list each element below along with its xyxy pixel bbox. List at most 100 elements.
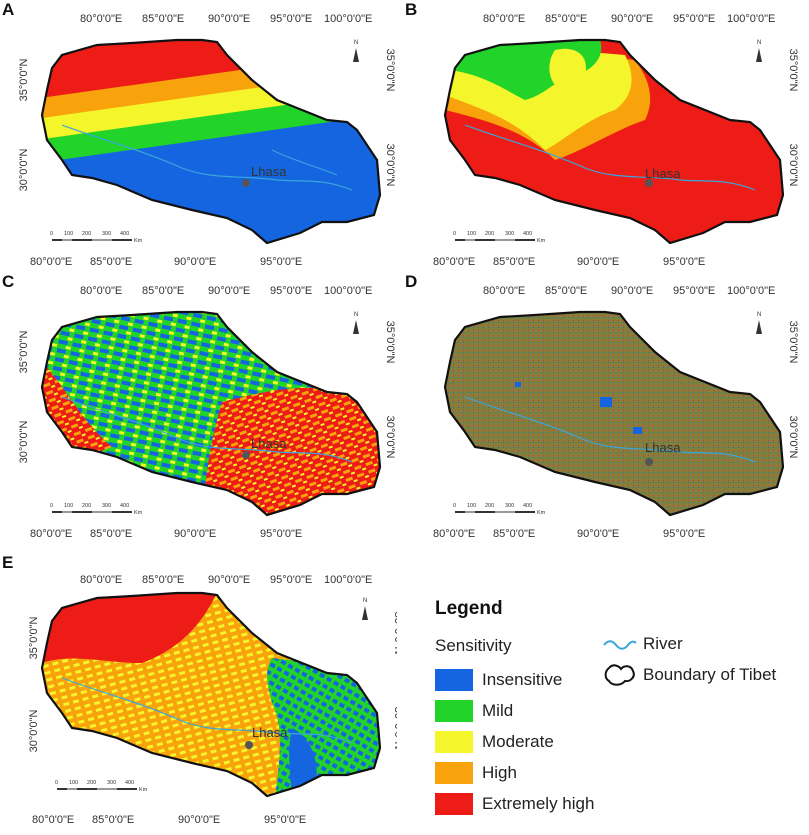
scale-label: 400 xyxy=(120,503,129,509)
legend: Legend Sensitivity Insensitive Mild Mode… xyxy=(435,598,805,823)
legend-item-insensitive: Insensitive xyxy=(435,668,562,692)
lat-label: 30°0'0"N xyxy=(28,710,40,753)
map-panel-e: Lhasa 0 100 200 300 400 Km N 80°0'0"E 85… xyxy=(2,553,397,825)
lon-label: 85°0'0"E xyxy=(92,814,134,825)
scale-unit: Km xyxy=(134,510,143,516)
north-label: N xyxy=(757,312,761,318)
scale-label: 200 xyxy=(87,780,96,786)
tibet-boundary xyxy=(443,310,785,517)
north-label: N xyxy=(757,40,761,46)
lon-label: 95°0'0"E xyxy=(673,285,715,297)
map-canvas-c: Lhasa 0 100 200 300 400 Km N 80°0'0"E 85… xyxy=(18,285,396,540)
legend-label: Mild xyxy=(482,701,514,720)
river xyxy=(271,149,338,176)
river xyxy=(464,124,756,191)
lon-label: 85°0'0"E xyxy=(142,574,184,586)
panel-letter: D xyxy=(405,272,418,291)
scale-unit: Km xyxy=(537,510,546,516)
lat-label: 35°0'0"N xyxy=(787,49,799,92)
city-label: Lhasa xyxy=(645,440,681,455)
lat-label: 35°0'0"N xyxy=(384,49,396,92)
scale-label: 100 xyxy=(467,231,476,237)
lat-label: 35°0'0"N xyxy=(18,331,30,374)
lhasa-marker xyxy=(645,179,653,187)
panel-letter: B xyxy=(405,0,418,19)
lat-label: 35°0'0"N xyxy=(787,321,799,364)
scale-label: 400 xyxy=(523,503,532,509)
scale-label: 0 xyxy=(453,231,456,237)
lon-label: 80°0'0"E xyxy=(32,814,74,825)
lon-label: 90°0'0"E xyxy=(577,256,619,268)
scale-label: 0 xyxy=(50,503,53,509)
lat-label: 30°0'0"N xyxy=(392,707,397,750)
river xyxy=(61,124,353,191)
lon-label: 95°0'0"E xyxy=(270,285,312,297)
lhasa-marker xyxy=(242,451,250,459)
lon-label: 85°0'0"E xyxy=(493,528,535,540)
lon-label: 85°0'0"E xyxy=(142,13,184,25)
lon-label: 85°0'0"E xyxy=(90,528,132,540)
lat-label: 30°0'0"N xyxy=(787,416,799,459)
city-label: Lhasa xyxy=(251,164,287,179)
lon-label: 95°0'0"E xyxy=(264,814,306,825)
north-arrow-icon xyxy=(353,48,359,62)
north-arrow-icon xyxy=(756,48,762,62)
class-region-mixed-high xyxy=(202,387,380,515)
legend-item-river: River xyxy=(603,634,683,654)
lon-label: 80°0'0"E xyxy=(80,574,122,586)
lon-label: 100°0'0"E xyxy=(324,13,372,25)
scale-label: 100 xyxy=(64,503,73,509)
lhasa-marker xyxy=(245,741,253,749)
scale-label: 200 xyxy=(485,503,494,509)
lon-label: 80°0'0"E xyxy=(433,528,475,540)
map-panel-d: Lhasa 0 100 200 300 400 Km N 80°0'0"E 85… xyxy=(405,272,800,544)
legend-label: Extremely high xyxy=(482,794,595,813)
panel-letter: E xyxy=(2,553,14,572)
legend-label: Moderate xyxy=(482,732,554,751)
lon-label: 80°0'0"E xyxy=(483,285,525,297)
lon-label: 95°0'0"E xyxy=(260,528,302,540)
lhasa-marker xyxy=(242,179,250,187)
class-region-insensitive xyxy=(600,397,612,407)
class-region-insensitive xyxy=(633,427,642,434)
city-label: Lhasa xyxy=(645,166,681,181)
tibet-boundary xyxy=(40,38,382,245)
legend-label: Insensitive xyxy=(482,670,563,689)
scale-label: 0 xyxy=(50,231,53,237)
lon-label: 95°0'0"E xyxy=(663,528,705,540)
scale-label: 300 xyxy=(505,503,514,509)
lon-label: 80°0'0"E xyxy=(30,528,72,540)
scale-label: 100 xyxy=(467,503,476,509)
swatch-high xyxy=(435,762,473,784)
tibet-boundary xyxy=(40,591,382,798)
lon-label: 85°0'0"E xyxy=(90,256,132,268)
lon-label: 85°0'0"E xyxy=(545,285,587,297)
lon-label: 85°0'0"E xyxy=(545,13,587,25)
legend-label: High xyxy=(482,763,517,782)
lon-label: 90°0'0"E xyxy=(208,285,250,297)
map-panel-a: Lhasa 0 100 200 300 400 Km N 80°0'0"E 85… xyxy=(2,0,397,272)
scale-label: 300 xyxy=(102,231,111,237)
scale-label: 300 xyxy=(107,780,116,786)
lat-label: 35°0'0"N xyxy=(384,321,396,364)
legend-label: River xyxy=(643,634,683,653)
class-region-extremely-high xyxy=(42,40,380,105)
scale-label: 300 xyxy=(102,503,111,509)
city-label: Lhasa xyxy=(252,725,288,740)
lon-label: 90°0'0"E xyxy=(577,528,619,540)
lat-label: 35°0'0"N xyxy=(392,612,397,655)
river xyxy=(464,396,756,463)
lon-label: 95°0'0"E xyxy=(663,256,705,268)
class-region-mild xyxy=(267,658,380,796)
boundary-outline-icon xyxy=(604,664,635,686)
scale-label: 200 xyxy=(82,231,91,237)
scale-unit: Km xyxy=(537,238,546,244)
lon-label: 100°0'0"E xyxy=(727,13,775,25)
scale-unit: Km xyxy=(134,238,143,244)
map-panel-b: Lhasa 0 100 200 300 400 Km N 80°0'0"E 85… xyxy=(405,0,800,272)
panel-letter: A xyxy=(2,0,15,19)
panel-letter: C xyxy=(2,272,15,291)
lat-label: 30°0'0"N xyxy=(384,144,396,187)
swatch-mild xyxy=(435,700,473,722)
lat-label: 30°0'0"N xyxy=(384,416,396,459)
